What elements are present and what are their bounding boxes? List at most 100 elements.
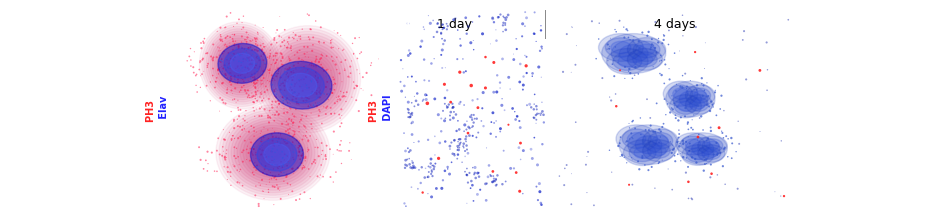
Point [223, 175, 239, 178]
Point [277, 39, 292, 42]
Point [446, 18, 461, 21]
Point [424, 170, 439, 174]
Point [308, 101, 323, 105]
Point [339, 90, 354, 94]
Point [277, 111, 292, 115]
Point [313, 173, 328, 177]
Point [280, 182, 295, 185]
Ellipse shape [687, 148, 709, 162]
Point [295, 148, 310, 152]
Point [242, 39, 258, 43]
Point [262, 54, 277, 58]
Point [552, 174, 567, 178]
Point [400, 107, 415, 111]
Point [616, 156, 632, 159]
Point [281, 78, 296, 81]
Point [267, 90, 282, 93]
Point [646, 65, 661, 68]
Point [232, 53, 247, 56]
Point [508, 110, 523, 113]
Ellipse shape [605, 38, 636, 57]
Point [351, 109, 366, 113]
Point [256, 190, 271, 193]
Point [595, 76, 610, 80]
Point [308, 59, 323, 62]
Point [307, 62, 322, 66]
Point [622, 38, 637, 41]
Point [668, 114, 683, 117]
Point [507, 58, 522, 61]
Point [665, 188, 680, 191]
Point [201, 162, 216, 165]
Point [496, 16, 511, 19]
Point [404, 75, 420, 78]
Point [457, 155, 473, 158]
Point [233, 89, 248, 92]
Point [258, 164, 273, 168]
Point [284, 65, 299, 68]
Point [274, 59, 289, 63]
Point [205, 57, 221, 60]
Point [462, 134, 477, 137]
Point [218, 49, 233, 53]
Point [324, 112, 339, 116]
Point [230, 118, 245, 121]
Text: Elav: Elav [159, 96, 170, 122]
Point [227, 75, 242, 78]
Point [281, 55, 296, 59]
Point [311, 101, 326, 105]
Point [231, 74, 246, 78]
Point [447, 139, 462, 142]
Point [225, 74, 241, 77]
Point [404, 113, 420, 117]
Point [621, 183, 636, 186]
Point [271, 173, 286, 176]
Point [402, 52, 418, 55]
Point [272, 85, 287, 89]
Point [497, 23, 512, 27]
Ellipse shape [260, 31, 355, 127]
Point [492, 127, 508, 130]
Point [242, 138, 258, 141]
Point [300, 45, 315, 49]
Point [234, 72, 249, 76]
Point [706, 149, 721, 152]
Point [265, 106, 280, 109]
Point [223, 83, 239, 86]
Point [276, 81, 291, 85]
Point [445, 106, 460, 110]
Point [220, 65, 235, 69]
Point [307, 64, 322, 68]
Point [206, 56, 222, 59]
Point [276, 212, 291, 216]
Point [780, 18, 795, 22]
Point [203, 80, 218, 84]
Point [233, 53, 248, 56]
Point [268, 62, 283, 65]
Point [304, 92, 319, 95]
Point [218, 138, 233, 142]
Point [608, 45, 623, 49]
Point [279, 164, 295, 167]
Point [724, 157, 740, 160]
Point [299, 99, 314, 102]
Point [492, 130, 508, 133]
Point [255, 158, 270, 162]
Point [240, 66, 255, 70]
Point [295, 154, 310, 157]
Point [240, 89, 255, 92]
Point [450, 148, 465, 152]
Point [255, 49, 270, 53]
Point [231, 18, 246, 21]
Point [250, 156, 265, 160]
Ellipse shape [279, 51, 335, 107]
Point [222, 44, 237, 47]
Point [215, 98, 230, 102]
Point [621, 122, 636, 125]
Point [275, 63, 290, 66]
Point [312, 101, 327, 104]
Point [715, 131, 730, 135]
Point [256, 52, 271, 56]
Point [420, 165, 436, 168]
Point [668, 160, 683, 163]
